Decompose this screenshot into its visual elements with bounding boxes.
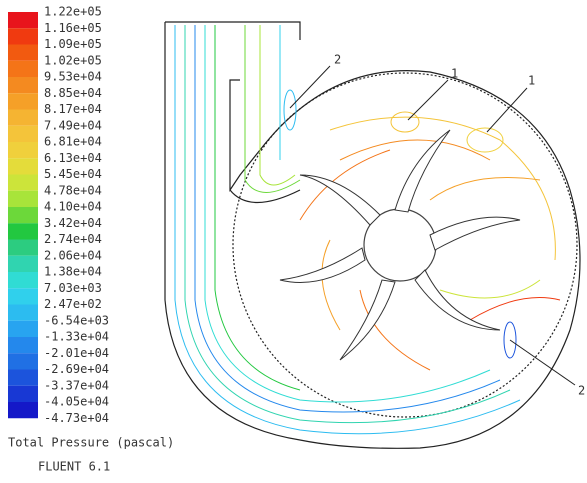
color-swatch xyxy=(8,110,38,126)
colorbar-title: Total Pressure (pascal) xyxy=(8,436,174,450)
colorbar-label: -4.05e+04 xyxy=(44,395,109,409)
color-swatch xyxy=(8,240,38,256)
colorbar-label: 1.09e+05 xyxy=(44,37,102,51)
colorbar-label: 4.78e+04 xyxy=(44,183,102,197)
colorbar-label: 4.10e+04 xyxy=(44,200,102,214)
color-swatch xyxy=(8,191,38,207)
color-swatch xyxy=(8,61,38,77)
colorbar-label: 8.85e+04 xyxy=(44,86,102,100)
colorbar-label: -3.37e+04 xyxy=(44,378,109,392)
colorbar-label: -4.73e+04 xyxy=(44,411,109,425)
footer: FLUENT 6.1 xyxy=(38,460,110,474)
colorbar-label: 7.49e+04 xyxy=(44,118,102,132)
colorbar-label: -2.01e+04 xyxy=(44,346,109,360)
colorbar-label: 6.13e+04 xyxy=(44,151,102,165)
color-swatch xyxy=(8,126,38,142)
colorbar-label: 1.22e+05 xyxy=(44,5,102,19)
color-swatch xyxy=(8,93,38,109)
colorbar: 1.22e+05 1.16e+05 1.09e+05 1.02e+05 9.53e+04… xyxy=(8,5,109,425)
colorbar-label: 2.74e+04 xyxy=(44,232,102,246)
color-swatch xyxy=(8,305,38,321)
color-swatch xyxy=(8,288,38,304)
color-swatch xyxy=(8,256,38,272)
color-swatch xyxy=(8,353,38,369)
cfd-figure: 1.22e+05 1.16e+05 1.09e+05 1.02e+05 9.53e+04… xyxy=(0,0,587,479)
color-swatch xyxy=(8,142,38,158)
colorbar-label: 1.38e+04 xyxy=(44,265,102,279)
annotation: 2 xyxy=(334,53,341,67)
impeller-blades xyxy=(280,130,520,360)
color-swatch xyxy=(8,28,38,44)
annotation: 1 xyxy=(528,74,535,88)
colorbar-label: 6.81e+04 xyxy=(44,135,102,149)
color-swatch xyxy=(8,207,38,223)
color-swatch xyxy=(8,337,38,353)
colorbar-label: 2.47e+02 xyxy=(44,297,102,311)
colorbar-label: 9.53e+04 xyxy=(44,70,102,84)
annotation: 2 xyxy=(578,384,585,398)
pump-geometry xyxy=(165,22,580,448)
color-swatch xyxy=(8,223,38,239)
color-swatch xyxy=(8,370,38,386)
color-swatch xyxy=(8,77,38,93)
colorbar-label: -1.33e+04 xyxy=(44,330,109,344)
colorbar-label: 3.42e+04 xyxy=(44,216,102,230)
color-swatch xyxy=(8,272,38,288)
colorbar-label: 2.06e+04 xyxy=(44,248,102,262)
color-swatch xyxy=(8,12,38,28)
color-swatch xyxy=(8,386,38,402)
color-swatch xyxy=(8,402,38,418)
color-swatch xyxy=(8,175,38,191)
color-swatch xyxy=(8,321,38,337)
colorbar-label: 8.17e+04 xyxy=(44,102,102,116)
colorbar-label: -6.54e+03 xyxy=(44,313,109,327)
colorbar-label: 7.03e+03 xyxy=(44,281,102,295)
annotation: 1 xyxy=(451,67,458,81)
colorbar-label: 1.16e+05 xyxy=(44,21,102,35)
annotation-lines xyxy=(290,66,575,385)
color-swatch xyxy=(8,45,38,61)
color-swatch xyxy=(8,158,38,174)
colorbar-label: 1.02e+05 xyxy=(44,53,102,67)
colorbar-label: 5.45e+04 xyxy=(44,167,102,181)
colorbar-label: -2.69e+04 xyxy=(44,362,109,376)
